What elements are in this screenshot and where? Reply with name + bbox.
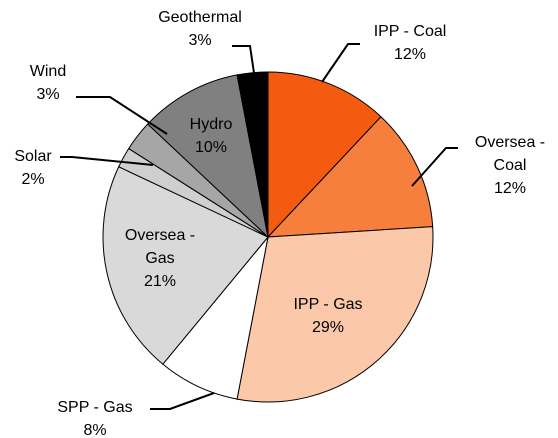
slice-label: Geothermal	[158, 9, 242, 26]
slice-value-label: 2%	[21, 171, 44, 188]
leader-line	[411, 147, 458, 187]
pie-slice	[147, 74, 269, 239]
slice-value-label: 8%	[83, 422, 106, 438]
slice-label: Oversea -Gas	[125, 227, 195, 267]
slice-value-label: 12%	[494, 180, 526, 197]
slice-value-label: 21%	[144, 273, 176, 290]
leader-line	[76, 96, 168, 135]
slice-label: Solar	[14, 148, 52, 165]
slice-value-label: 10%	[195, 139, 227, 156]
pie-slice	[267, 71, 382, 239]
slice-value-label: 12%	[394, 46, 426, 63]
pie-slice	[236, 226, 434, 403]
leader-line	[60, 156, 154, 166]
slice-value-label: 3%	[188, 32, 211, 49]
pie-slice	[266, 116, 434, 238]
slice-label: Hydro	[190, 116, 233, 133]
slice-label: Oversea -Coal	[475, 134, 545, 174]
slice-value-label: 29%	[312, 319, 344, 336]
slice-label: SPP - Gas	[57, 399, 132, 416]
slice-value-label: 3%	[36, 86, 59, 103]
slice-label: Wind	[30, 63, 66, 80]
slice-label: IPP - Gas	[293, 296, 362, 313]
leader-line	[150, 392, 215, 410]
pie-slice	[236, 71, 269, 238]
leader-line	[232, 45, 255, 74]
leader-line	[321, 43, 360, 83]
slice-label: IPP - Coal	[374, 23, 447, 40]
pie-slice	[102, 166, 269, 365]
